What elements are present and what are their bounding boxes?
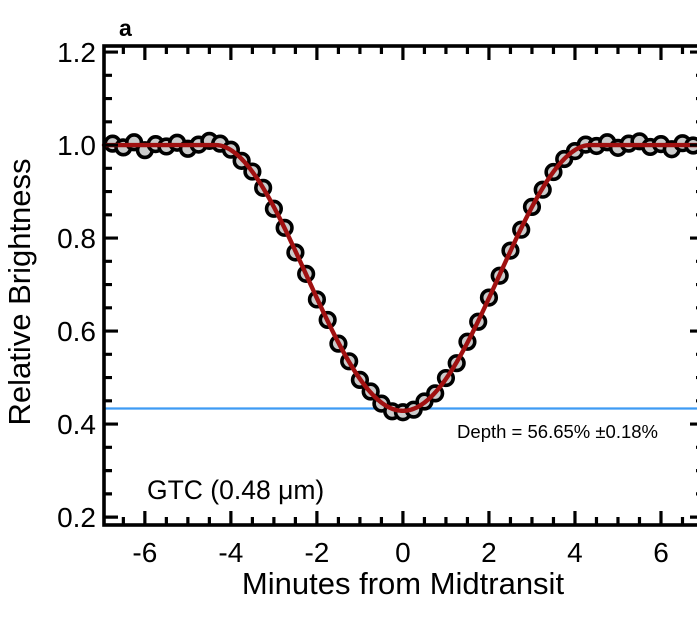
plot-frame	[102, 44, 697, 527]
x-tick-label: -6	[132, 537, 157, 568]
y-tick-labels: 0.2 0.4 0.6 0.8 1.0 1.2	[57, 37, 96, 533]
x-tick-label: 0	[395, 537, 411, 568]
x-axis-title: Minutes from Midtransit	[242, 566, 565, 601]
y-tick-label: 0.4	[57, 409, 96, 440]
y-axis-title: Relative Brightness	[2, 158, 37, 425]
y-tick-label: 0.8	[57, 223, 96, 254]
y-tick-label: 0.6	[57, 316, 96, 347]
axis-ticks	[104, 46, 697, 525]
x-tick-label: -2	[304, 537, 329, 568]
x-tick-label: 4	[567, 537, 583, 568]
x-tick-labels: -6 -4 -2 0 2 4 6	[132, 537, 668, 568]
depth-annotation: Depth = 56.65% ±0.18%	[457, 421, 658, 442]
y-tick-label: 1.2	[57, 37, 96, 68]
x-tick-label: 2	[481, 537, 497, 568]
instrument-label: GTC (0.48 μm)	[147, 475, 324, 505]
y-tick-label: 0.2	[57, 502, 96, 533]
x-tick-label: 6	[653, 537, 669, 568]
model-fit-line	[101, 142, 697, 414]
y-tick-label: 1.0	[57, 130, 96, 161]
x-tick-label: -4	[218, 537, 243, 568]
panel-label: a	[119, 15, 132, 41]
